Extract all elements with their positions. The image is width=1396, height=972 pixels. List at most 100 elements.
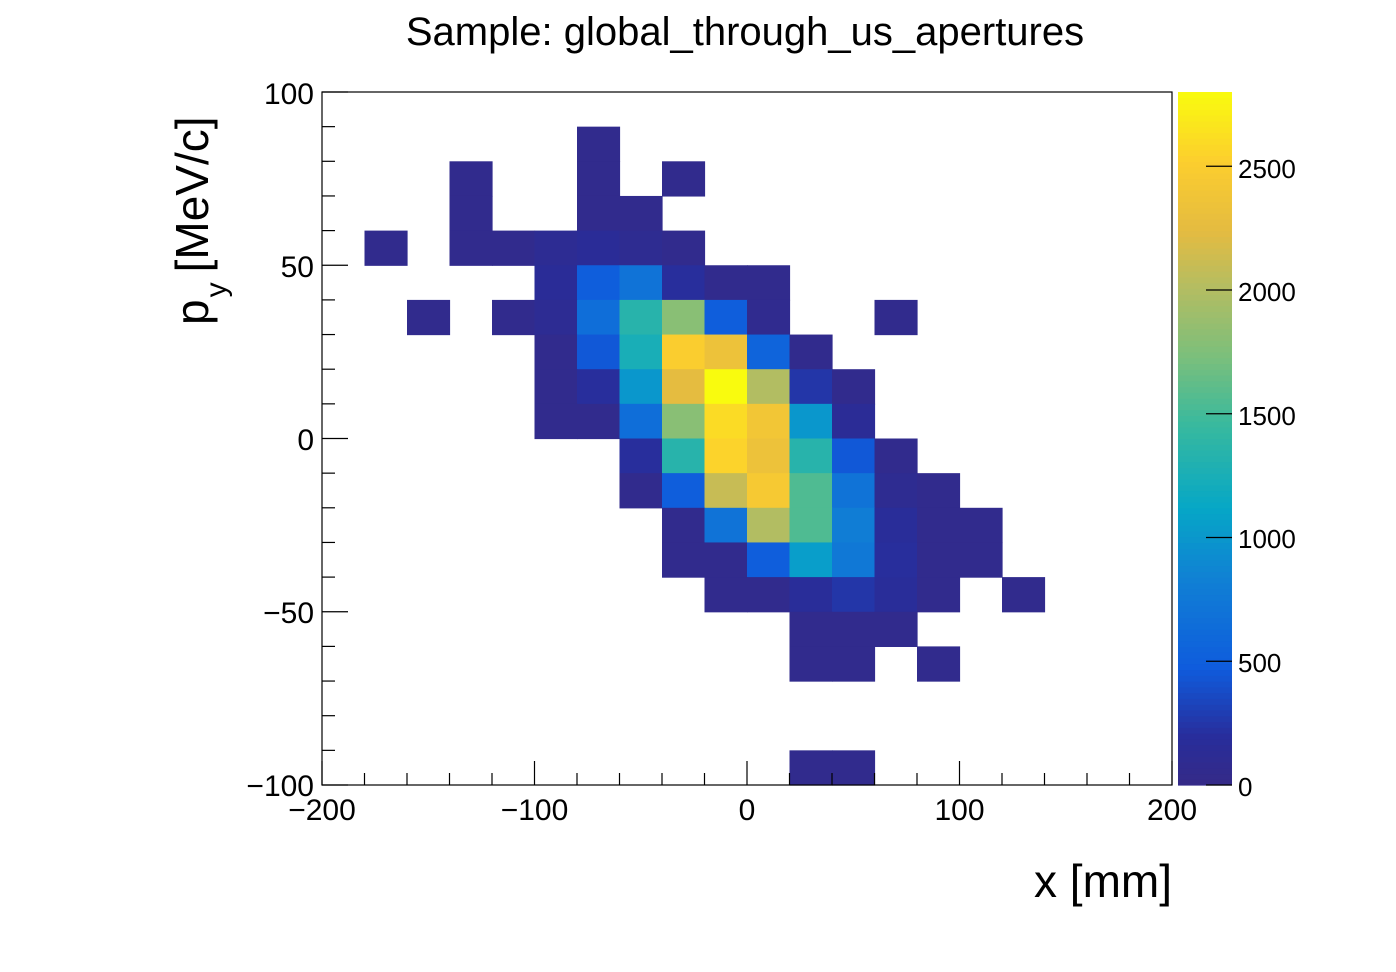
colorbar-segment <box>1178 571 1232 578</box>
heatmap-cell <box>832 473 876 509</box>
heatmap-cell <box>789 507 833 544</box>
heatmap-cell <box>874 473 918 509</box>
x-tick-label: 0 <box>739 794 756 827</box>
heatmap-cell <box>747 473 791 509</box>
colorbar-segment <box>1178 767 1232 775</box>
heatmap-cell <box>577 161 621 197</box>
colorbar-segment <box>1178 138 1232 145</box>
heatmap-cell <box>662 299 706 336</box>
colorbar-segment <box>1178 750 1232 757</box>
heatmap-cell <box>662 507 706 544</box>
heatmap-cell <box>747 299 791 336</box>
heatmap-cell <box>704 299 748 336</box>
colorbar-segment <box>1178 219 1232 226</box>
y-tick-label: −50 <box>263 597 314 630</box>
colorbar-segment <box>1178 167 1232 174</box>
colorbar-segment <box>1178 294 1232 301</box>
heatmap-cell <box>492 299 536 336</box>
heatmap-cell <box>662 403 706 440</box>
heatmap-cell <box>789 542 833 578</box>
colorbar-segment <box>1178 704 1232 711</box>
colorbar-segment <box>1178 357 1232 365</box>
colorbar-segment <box>1178 143 1232 151</box>
heatmap-cell <box>747 403 791 440</box>
heatmap-cell <box>662 542 706 578</box>
y-tick-label: 50 <box>281 251 314 284</box>
heatmap-cell <box>619 299 663 336</box>
colorbar-segment <box>1178 565 1232 572</box>
colorbar-segment <box>1178 276 1232 284</box>
colorbar-segment <box>1178 242 1232 249</box>
heatmap-cell <box>704 403 748 440</box>
heatmap-cell <box>917 542 961 578</box>
heatmap-cell <box>449 195 493 232</box>
colorbar-segment <box>1178 467 1232 474</box>
colorbar-segment <box>1178 120 1232 128</box>
colorbar-segment <box>1178 513 1232 520</box>
colorbar-segment <box>1178 403 1232 411</box>
heatmap-cell <box>917 473 961 509</box>
colorbar-segment <box>1178 444 1232 451</box>
colorbar-segment <box>1178 640 1232 647</box>
colorbar-segment <box>1178 773 1232 780</box>
heatmap-cell <box>747 369 791 405</box>
colorbar-segment <box>1178 738 1232 746</box>
colorbar-segment <box>1178 692 1232 699</box>
y-axis-label-unit: [MeV/c] <box>166 116 218 272</box>
colorbar-segment <box>1178 438 1232 445</box>
colorbar-segment <box>1178 351 1232 359</box>
colorbar-segment <box>1178 236 1232 243</box>
colorbar-segment <box>1178 761 1232 769</box>
heatmap-cell <box>1002 577 1046 613</box>
colorbar-segment <box>1178 536 1232 544</box>
colorbar-segment <box>1178 363 1232 370</box>
heatmap-cell <box>619 369 663 405</box>
colorbar-segment <box>1178 559 1232 567</box>
colorbar-segment <box>1178 657 1232 665</box>
colorbar-segment <box>1178 109 1232 116</box>
colorbar-segment <box>1178 756 1232 763</box>
heatmap-cell <box>747 507 791 544</box>
colorbar-segment <box>1178 652 1232 659</box>
colorbar-tick-label: 2500 <box>1238 154 1296 184</box>
colorbar-segment <box>1178 698 1232 705</box>
colorbar-segment <box>1178 681 1232 688</box>
heatmap-cell <box>704 438 748 474</box>
colorbar-segment <box>1178 305 1232 313</box>
heatmap-cell <box>874 438 918 474</box>
svg-text:py[MeV/c]: py [MeV/c] <box>166 116 233 325</box>
heatmap-cell <box>534 403 578 440</box>
heatmap-cell <box>619 403 663 440</box>
heatmap-cell <box>917 577 961 613</box>
colorbar-segment <box>1178 374 1232 382</box>
heatmap-cell <box>874 507 918 544</box>
x-tick-label: 200 <box>1147 794 1197 827</box>
heatmap-cell <box>534 369 578 405</box>
colorbar-segment <box>1178 369 1232 376</box>
colorbar-segment <box>1178 103 1232 110</box>
heatmap-bins <box>364 126 1046 786</box>
x-tick-label: 100 <box>934 794 984 827</box>
colorbar-segment <box>1178 721 1232 728</box>
colorbar-segment <box>1178 709 1232 717</box>
heatmap-cell <box>662 473 706 509</box>
colorbar-segment <box>1178 172 1232 180</box>
heatmap-cell <box>704 507 748 544</box>
colorbar-segment <box>1178 634 1232 642</box>
heatmap-cell <box>832 507 876 544</box>
colorbar-segment <box>1178 328 1232 336</box>
colorbar-segment <box>1178 282 1232 289</box>
y-tick-label: 100 <box>264 78 314 111</box>
colorbar-segment <box>1178 230 1232 237</box>
y-axis-label-subscript: y <box>200 282 233 297</box>
heatmap-cell <box>449 230 493 266</box>
heatmap-cell <box>619 473 663 509</box>
heatmap-cell <box>789 750 833 786</box>
x-tick-label: −100 <box>501 794 569 827</box>
colorbar-segment <box>1178 247 1232 255</box>
colorbar-segment <box>1178 259 1232 266</box>
colorbar-segment <box>1178 195 1232 203</box>
colorbar-segment <box>1178 126 1232 134</box>
colorbar-segment <box>1178 727 1232 734</box>
